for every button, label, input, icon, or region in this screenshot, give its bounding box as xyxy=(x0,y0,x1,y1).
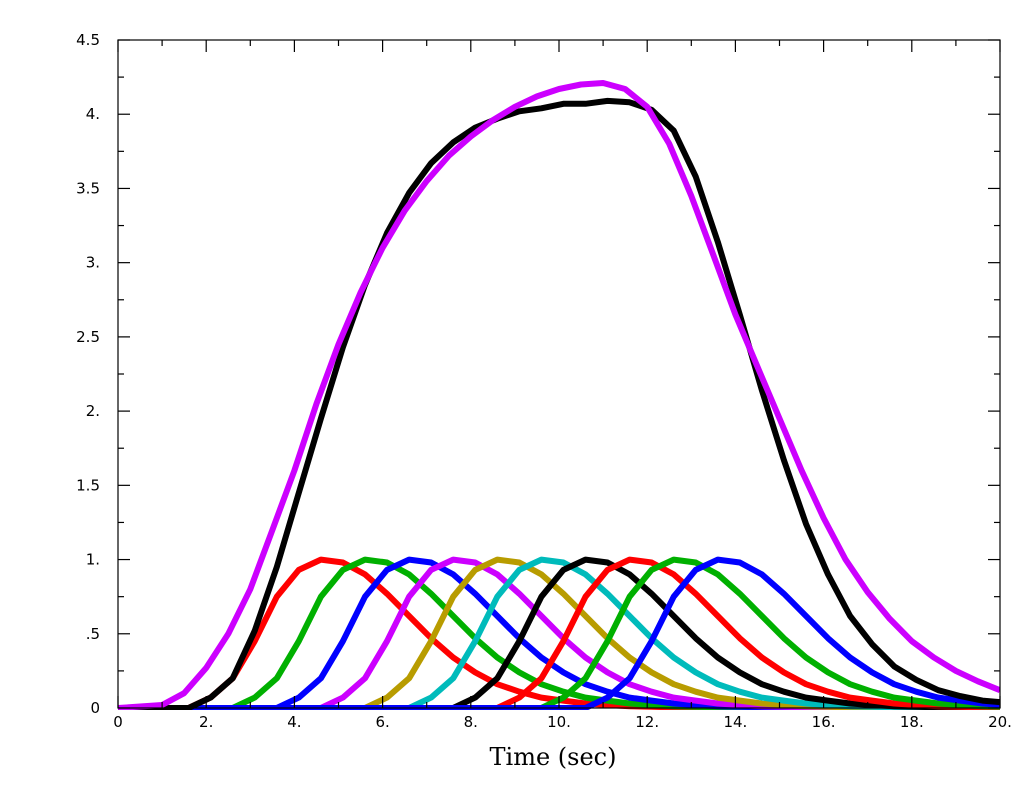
y-tick-label: 3.5 xyxy=(76,179,100,197)
x-tick-label: 18. xyxy=(900,713,924,731)
x-tick-label: 20. xyxy=(988,713,1012,731)
y-tick-label: 4.5 xyxy=(76,31,100,49)
ticks xyxy=(117,39,1001,709)
y-tick-label: 2.5 xyxy=(76,328,100,346)
x-axis-title: Time (sec) xyxy=(490,743,617,771)
y-tick-label: 0 xyxy=(90,699,100,717)
series-line-sum xyxy=(118,97,1000,710)
y-tick-label: 1. xyxy=(86,551,100,569)
x-tick-label: 10. xyxy=(547,713,571,731)
curves xyxy=(118,80,1000,710)
y-tick-label: .5 xyxy=(86,625,100,643)
x-tick-label: 6. xyxy=(375,713,389,731)
y-tick-label: 2. xyxy=(86,402,100,420)
tick-labels: 0 2. 4. 6. 8. 10. 12. 14. 16. 18. 20. 0 .5 1. 1.5 2. 2.5… xyxy=(76,31,1012,731)
plot-frame xyxy=(117,39,1001,709)
x-tick-label: 8. xyxy=(464,713,478,731)
x-tick-label: 2. xyxy=(199,713,213,731)
x-tick-label: 4. xyxy=(287,713,301,731)
x-tick-label: 14. xyxy=(723,713,747,731)
x-tick-label: 12. xyxy=(635,713,659,731)
series-line-pulse-10 xyxy=(118,556,1000,710)
y-tick-label: 4. xyxy=(86,105,100,123)
x-tick-label: 0 xyxy=(113,713,123,731)
y-tick-label: 3. xyxy=(86,254,100,272)
y-tick-label: 1.5 xyxy=(76,476,100,494)
x-tick-label: 16. xyxy=(812,713,836,731)
series-line-fit xyxy=(118,80,1000,710)
